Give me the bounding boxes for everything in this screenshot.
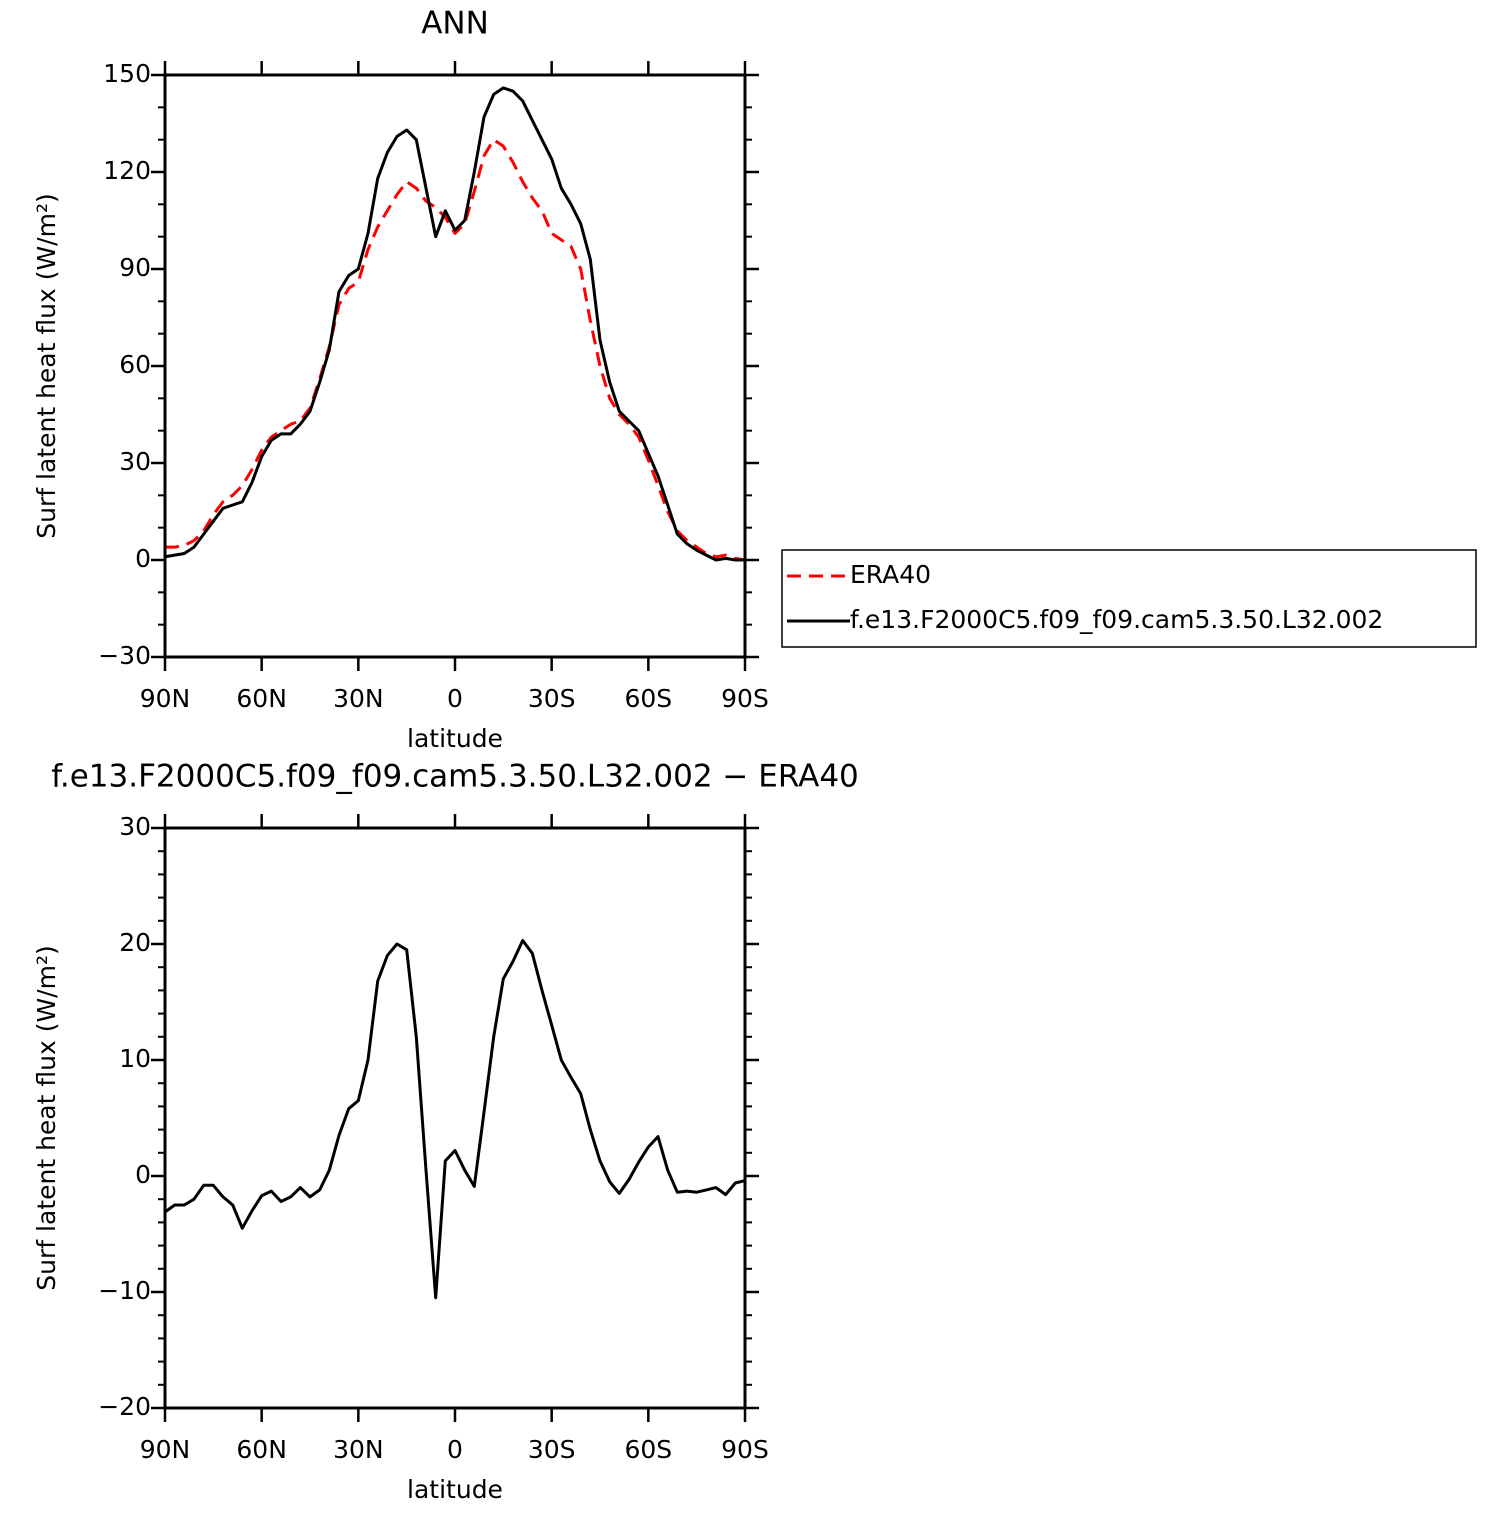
x-tick-label: 0 [447,1435,463,1464]
y-tick-label: 60 [119,350,151,379]
y-tick-label: −10 [98,1276,151,1305]
y-tick-label: 0 [135,1160,151,1189]
x-tick-label: 60S [624,1435,672,1464]
y-tick-label: 90 [119,253,151,282]
data-line [165,138,745,562]
x-tick-label: 90S [721,1435,769,1464]
x-tick-label: 60N [236,1435,287,1464]
y-tick-label: 20 [119,928,151,957]
x-axis-label: latitude [407,724,503,753]
y-tick-label: −30 [98,641,151,670]
y-tick-label: 30 [119,812,151,841]
y-tick-label: 10 [119,1044,151,1073]
x-tick-label: 60N [236,684,287,713]
y-tick-label: 0 [135,544,151,573]
x-tick-label: 60S [624,684,672,713]
x-tick-label: 0 [447,684,463,713]
x-tick-label: 30N [333,1435,384,1464]
x-tick-label: 90N [140,684,191,713]
x-axis-label: latitude [407,1475,503,1504]
y-axis-label: Surf latent heat flux (W/m²) [32,945,61,1290]
x-tick-label: 30N [333,684,384,713]
plot-frame [163,73,747,659]
x-tick-label: 90S [721,684,769,713]
x-tick-label: 30S [528,684,576,713]
chart-title: ANN [421,6,489,42]
y-tick-label: −20 [98,1392,151,1421]
legend-label: ERA40 [850,560,931,589]
x-tick-label: 30S [528,1435,576,1464]
y-tick-label: 150 [103,59,151,88]
y-tick-label: 30 [119,447,151,476]
legend-label: f.e13.F2000C5.f09_f09.cam5.3.50.L32.002 [850,605,1383,634]
data-line [165,939,745,1300]
legend-box [781,549,1477,648]
data-line [165,86,745,562]
chart-title: f.e13.F2000C5.f09_f09.cam5.3.50.L32.002 … [51,759,859,795]
y-axis-label: Surf latent heat flux (W/m²) [32,193,61,538]
y-tick-label: 120 [103,156,151,185]
x-tick-label: 90N [140,1435,191,1464]
plot-frame [163,826,747,1410]
